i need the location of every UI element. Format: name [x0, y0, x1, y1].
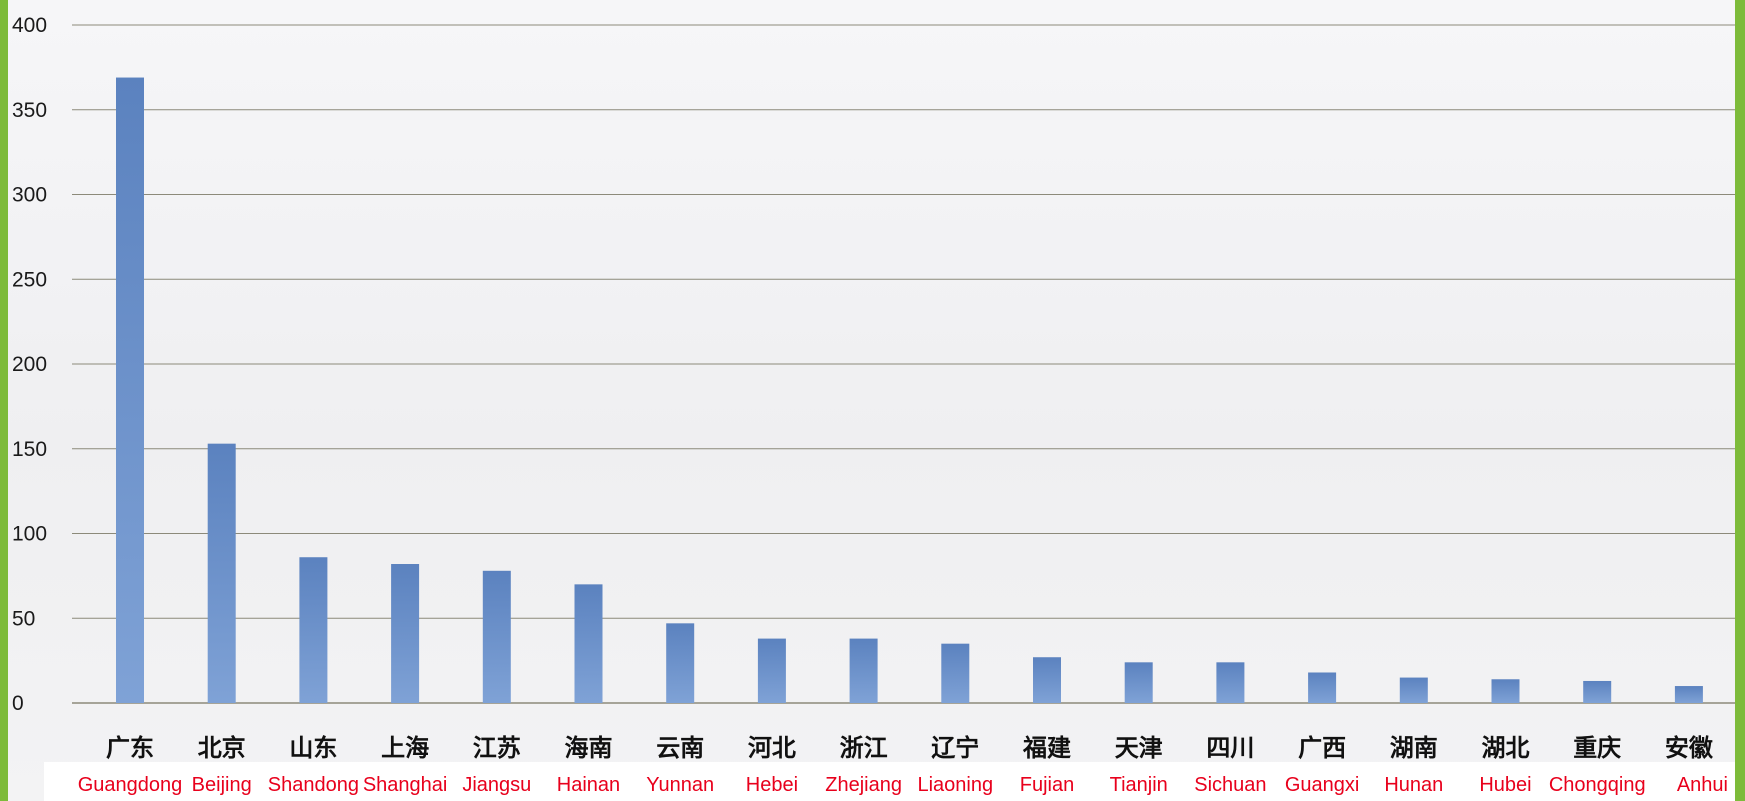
bar-hainan [575, 584, 603, 703]
y-tick-label: 50 [12, 607, 35, 630]
y-tick-label: 300 [12, 184, 47, 207]
x-tick-label-cn: 广西 [1298, 734, 1346, 762]
x-tick-label-en: Hunan [1384, 774, 1443, 796]
bar-zhejiang [850, 639, 878, 703]
x-tick-label-cn: 重庆 [1573, 734, 1621, 762]
x-tick-label-cn: 四川 [1206, 734, 1254, 762]
x-tick-label-cn: 山东 [289, 734, 337, 762]
y-tick-label: 200 [12, 353, 47, 376]
bar-yunnan [666, 623, 694, 703]
x-tick-label-en: Sichuan [1194, 774, 1266, 796]
y-tick-label: 0 [12, 692, 24, 715]
bar-fujian [1033, 657, 1061, 703]
x-tick-label-en: Beijing [192, 774, 252, 796]
y-axis-ticks: 0 50 100 150 200 250 300 350 400 [12, 14, 47, 715]
x-tick-label-cn: 浙江 [840, 734, 888, 762]
y-tick-label: 100 [12, 523, 47, 546]
x-tick-label-en: Chongqing [1549, 774, 1646, 796]
x-tick-label-en: Jiangsu [462, 774, 531, 796]
x-tick-label-en: Anhui [1677, 774, 1728, 796]
x-tick-label-cn: 广东 [106, 734, 154, 762]
x-axis-chinese-labels: 广东 北京 山东 上海 江苏 海南 云南 河北 浙江 辽宁 福建 天津 四川 广西 湖南 湖北 重庆 安徽 [106, 734, 1714, 762]
x-tick-label-en: Zhejiang [825, 774, 902, 796]
bar-tianjin [1125, 662, 1153, 703]
x-tick-label-en: Shandong [268, 774, 359, 796]
x-tick-label-cn: 安徽 [1665, 734, 1714, 762]
x-tick-label-en: Hebei [746, 774, 798, 796]
x-tick-label-en: Liaoning [917, 774, 993, 796]
x-tick-label-cn: 江苏 [473, 734, 521, 762]
x-tick-label-cn: 海南 [565, 734, 613, 762]
y-tick-label: 400 [12, 14, 47, 37]
bar-shanghai [391, 564, 419, 703]
x-tick-label-cn: 辽宁 [931, 734, 979, 762]
bar-liaoning [941, 644, 969, 703]
bar-jiangsu [483, 571, 511, 703]
x-tick-label-cn: 河北 [748, 734, 796, 762]
bar-guangxi [1308, 672, 1336, 703]
y-tick-label: 350 [12, 99, 47, 122]
bar-anhui [1675, 686, 1703, 703]
x-tick-label-en: Guangdong [78, 774, 183, 796]
bar-beijing [208, 444, 236, 703]
x-tick-label-en: Fujian [1020, 774, 1074, 796]
bar-sichuan [1216, 662, 1244, 703]
x-tick-label-en: Tianjin [1110, 774, 1168, 796]
bar-hebei [758, 639, 786, 703]
x-tick-label-en: Yunnan [646, 774, 714, 796]
x-tick-label-cn: 云南 [656, 734, 704, 762]
x-tick-label-en: Hubei [1479, 774, 1531, 796]
x-tick-label-en: Shanghai [363, 774, 448, 796]
x-tick-label-cn: 北京 [198, 734, 246, 762]
bar-hunan [1400, 678, 1428, 703]
bar-chongqing [1583, 681, 1611, 703]
x-axis-english-labels: Guangdong Beijing Shandong Shanghai Jiangsu H… [78, 774, 1728, 796]
y-tick-label: 250 [12, 268, 47, 291]
bar-hubei [1492, 679, 1520, 703]
x-tick-label-en: Hainan [557, 774, 620, 796]
x-tick-label-cn: 天津 [1115, 734, 1163, 762]
x-tick-label-en: Guangxi [1285, 774, 1360, 796]
x-tick-label-cn: 湖北 [1482, 734, 1530, 762]
x-tick-label-cn: 上海 [381, 734, 429, 762]
bar-shandong [299, 557, 327, 703]
y-tick-label: 150 [12, 438, 47, 461]
bars [116, 78, 1703, 703]
x-tick-label-cn: 湖南 [1390, 734, 1438, 762]
x-tick-label-cn: 福建 [1022, 734, 1071, 762]
bar-guangdong [116, 78, 144, 703]
